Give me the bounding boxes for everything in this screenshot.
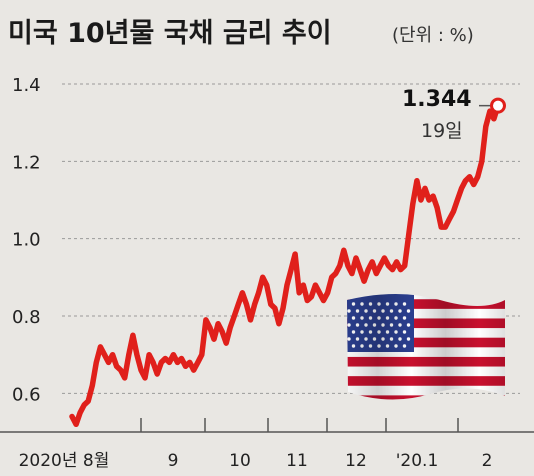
- y-tick-label: 1.2: [12, 152, 41, 173]
- chart-unit: (단위 : %): [392, 25, 474, 46]
- x-tick-label: 10: [229, 451, 251, 471]
- y-tick-label: 1.4: [12, 75, 41, 96]
- latest-point-marker: [490, 97, 506, 114]
- y-tick-label: 1.0: [12, 230, 41, 251]
- series-line-10y-yield: [69, 102, 501, 428]
- x-tick-label: 9: [168, 451, 179, 471]
- annotation-day: 19일: [421, 120, 463, 142]
- x-tick-label: 2020년 8월: [19, 451, 110, 471]
- grid-lines: [62, 83, 520, 394]
- y-tick-labels: 0.6 0.8 1.0 1.2 1.4: [12, 75, 41, 405]
- x-tick-label: '20.1: [396, 451, 439, 471]
- x-tick-label: 12: [345, 451, 367, 471]
- x-tick-label: 11: [286, 451, 308, 471]
- annotation-value: 1.344: [402, 87, 472, 112]
- x-tick-labels: 2020년 8월 9 10 11 12 '20.1 2: [19, 418, 493, 471]
- latest-value-annotation: 1.344 19일: [402, 87, 506, 142]
- us-flag-icon: [347, 294, 505, 400]
- y-tick-label: 0.6: [12, 384, 41, 405]
- y-tick-label: 0.8: [12, 307, 41, 328]
- chart-title: 미국 10년물 국채 금리 추이: [8, 18, 332, 49]
- x-tick-label: 2: [482, 451, 493, 471]
